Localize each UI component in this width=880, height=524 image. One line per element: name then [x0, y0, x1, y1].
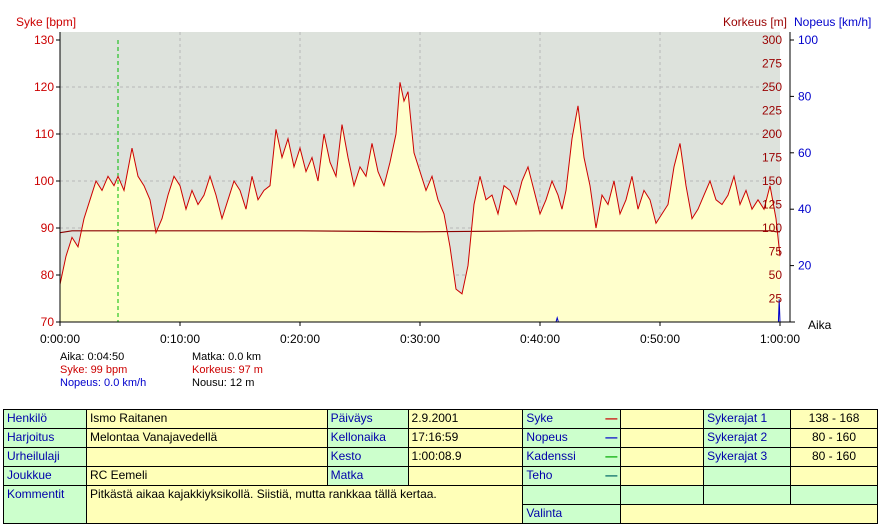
y-altitude-tick-label: 100 [762, 221, 782, 235]
heart-rate-legend[interactable]: Syke — [522, 409, 622, 429]
sport-value[interactable] [85, 447, 328, 467]
heart-rate-line[interactable] [59, 82, 781, 295]
empty-cell [790, 485, 878, 505]
x-tick-label: 0:00:00 [40, 332, 80, 346]
empty-cell [703, 485, 792, 505]
x-tick-label: 0:30:00 [400, 332, 440, 346]
speed-legend[interactable]: Nopeus — [522, 428, 622, 448]
cursor-distance: Matka: 0.0 km [192, 351, 262, 363]
x-tick-label: 0:40:00 [520, 332, 560, 346]
empty-cell [790, 466, 878, 486]
distance-label: Matka [326, 466, 409, 486]
y-altitude-tick-label: 25 [769, 292, 783, 306]
y-altitude-tick-label: 200 [762, 127, 782, 141]
y-speed-tick-label: 100 [798, 33, 818, 47]
cursor-speed: Nopeus: 0.0 km/h [60, 377, 147, 389]
hr-limits-3-label: Sykerajat 3 [703, 447, 792, 467]
y-altitude-tick-label: 175 [762, 151, 782, 165]
person-value[interactable]: Ismo Raitanen [85, 409, 328, 429]
x-tick-label: 0:20:00 [280, 332, 320, 346]
power-legend[interactable]: Teho — [522, 466, 622, 486]
y-altitude-tick-label: 75 [769, 245, 783, 259]
comments-label: Kommentit [3, 485, 87, 524]
y-speed-tick-label: 40 [798, 202, 812, 216]
heart-rate-chart: 0:00:00 0:10:00 0:20:00 0:30:00 0:40:00 0:50:… [16, 15, 871, 346]
y-altitude-tick-label: 50 [769, 268, 783, 282]
empty-cell [620, 485, 705, 505]
exercise-info-table: Henkilö Ismo Raitanen Päiväys 2.9.2001 S… [3, 409, 878, 524]
y-altitude-tick-label: 125 [762, 198, 782, 212]
hr-limits-1-label: Sykerajat 1 [703, 409, 792, 429]
altitude-axis-title: Korkeus [m] [723, 15, 787, 29]
empty-cell [522, 485, 622, 505]
hr-limits-1-value[interactable]: 138 - 168 [790, 409, 878, 429]
y-altitude-tick-label: 300 [762, 33, 782, 47]
speed-line-swatch: — [605, 430, 618, 444]
hr-limits-3-value[interactable]: 80 - 160 [790, 447, 878, 467]
y-left-tick-label: 130 [34, 33, 54, 47]
person-label: Henkilö [3, 409, 87, 429]
y-speed-tick-label: 20 [798, 259, 812, 273]
speed-legend-value [620, 428, 705, 448]
cursor-heart-rate: Syke: 99 bpm [60, 364, 128, 376]
x-tick-label: 0:50:00 [640, 332, 680, 346]
empty-cell [703, 466, 792, 486]
exercise-value[interactable]: Melontaa Vanajavedellä [85, 428, 328, 448]
distance-value[interactable] [407, 466, 524, 486]
heart-rate-area [60, 82, 780, 322]
heart-rate-line-swatch: — [605, 411, 618, 425]
power-legend-value [620, 466, 705, 486]
sport-label: Urheilulaji [3, 447, 87, 467]
y-left-tick-label: 90 [41, 221, 55, 235]
date-label: Päiväys [326, 409, 409, 429]
x-tick-label: 1:00:00 [760, 332, 800, 346]
comments-value[interactable]: Pitkästä aikaa kajakkiyksikollä. Siistiä… [85, 485, 524, 524]
cadence-legend-value [620, 447, 705, 467]
start-time-label: Kellonaika [326, 428, 409, 448]
y-left-tick-label: 100 [34, 174, 54, 188]
y-altitude-tick-label: 275 [762, 57, 782, 71]
y-left-tick-label: 70 [41, 315, 55, 329]
y-left-tick-label: 80 [41, 268, 55, 282]
y-altitude-tick-label: 225 [762, 104, 782, 118]
x-tick-label: 0:10:00 [160, 332, 200, 346]
cursor-time: Aika: 0:04:50 [60, 351, 125, 363]
x-axis-title: Aika [808, 318, 832, 332]
hr-limits-2-value[interactable]: 80 - 160 [790, 428, 878, 448]
duration-value[interactable]: 1:00:08.9 [407, 447, 524, 467]
selection-label[interactable]: Valinta [522, 504, 622, 524]
y-altitude-tick-label: 150 [762, 174, 782, 188]
cadence-legend[interactable]: Kadenssi — [522, 447, 622, 467]
y-speed-tick-label: 80 [798, 89, 812, 103]
duration-label: Kesto [326, 447, 409, 467]
team-label: Joukkue [3, 466, 87, 486]
y-left-tick-label: 110 [35, 127, 54, 141]
y-speed-tick-label: 60 [798, 146, 812, 160]
exercise-label: Harjoitus [3, 428, 87, 448]
plot-tail-area [781, 32, 795, 322]
date-value[interactable]: 2.9.2001 [407, 409, 524, 429]
start-time-value[interactable]: 17:16:59 [407, 428, 524, 448]
team-value[interactable]: RC Eemeli [85, 466, 328, 486]
cursor-ascent: Nousu: 12 m [192, 377, 255, 389]
chart-axes: 0:00:00 0:10:00 0:20:00 0:30:00 0:40:00 0:50:… [34, 32, 818, 346]
power-line-swatch: — [605, 468, 618, 482]
altitude-line[interactable] [59, 230, 780, 234]
cursor-altitude: Korkeus: 97 m [192, 364, 263, 376]
speed-axis-title: Nopeus [km/h] [794, 15, 871, 29]
cadence-line-swatch: — [605, 449, 618, 463]
y-altitude-tick-label: 250 [762, 80, 782, 94]
hr-limits-2-label: Sykerajat 2 [703, 428, 792, 448]
heart-rate-legend-value [620, 409, 705, 429]
y-left-tick-label: 120 [34, 80, 54, 94]
left-axis-title: Syke [bpm] [16, 15, 76, 29]
